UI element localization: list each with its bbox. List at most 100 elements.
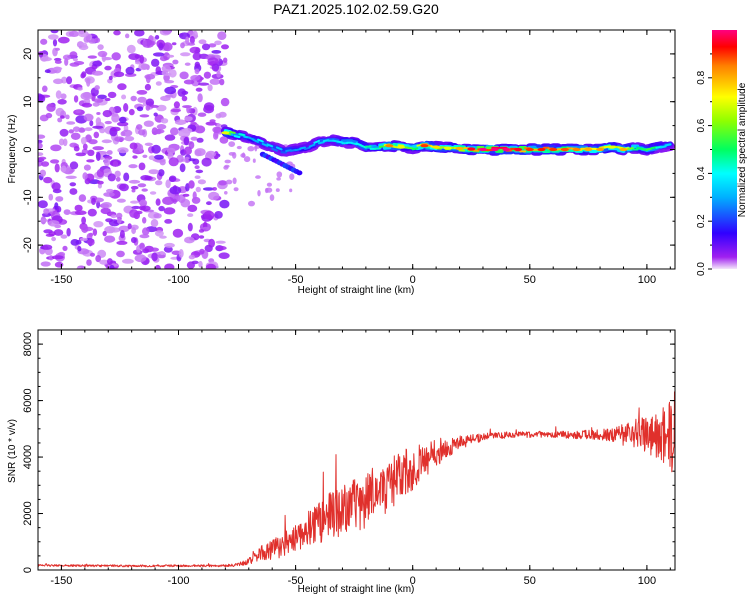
signal-ridge-segment <box>252 139 260 143</box>
noise-blob <box>151 252 158 262</box>
noise-blob <box>69 182 77 187</box>
noise-blob <box>55 47 60 51</box>
noise-blob <box>216 123 222 128</box>
noise-blob <box>62 54 72 61</box>
signal-ridge-segment <box>271 147 278 152</box>
noise-blob <box>179 163 186 173</box>
noise-blob <box>97 44 104 50</box>
noise-blob <box>215 245 227 251</box>
noise-blob <box>88 139 98 145</box>
noise-blob <box>159 30 171 36</box>
noise-blob <box>77 30 89 38</box>
spectrogram-area <box>38 30 675 269</box>
noise-blob <box>108 75 113 81</box>
noise-blob <box>216 71 221 78</box>
noise-blob <box>39 169 46 177</box>
noise-blob <box>163 207 176 215</box>
noise-blob <box>51 255 64 260</box>
signal-peak <box>490 147 499 152</box>
signal-peak <box>514 147 523 152</box>
noise-blob <box>131 188 136 193</box>
noise-blob <box>140 63 150 70</box>
noise-blob <box>123 103 129 112</box>
colorbar-tick-label: 0.0 <box>696 262 707 276</box>
noise-blob <box>53 66 63 71</box>
noise-blob <box>169 186 182 195</box>
noise-blob <box>52 39 58 47</box>
noise-blob <box>142 154 148 158</box>
noise-blob <box>65 175 77 179</box>
noise-blob <box>192 52 202 61</box>
noise-blob <box>182 193 190 197</box>
noise-blob <box>70 132 81 140</box>
noise-blob <box>190 75 201 81</box>
noise-blob <box>141 188 148 192</box>
y-tick-label: 6000 <box>22 388 34 412</box>
noise-blob <box>172 59 179 65</box>
noise-blob <box>65 114 70 120</box>
noise-blob <box>254 145 261 149</box>
noise-blob <box>198 260 203 268</box>
noise-blob <box>177 88 187 97</box>
noise-blob <box>153 112 158 117</box>
noise-blob <box>289 188 293 193</box>
noise-blob <box>164 263 175 269</box>
noise-blob <box>197 82 210 86</box>
noise-blob <box>43 208 50 215</box>
noise-blob <box>92 60 103 67</box>
noise-blob <box>203 210 215 220</box>
noise-blob <box>209 78 221 85</box>
noise-blob <box>116 212 123 219</box>
signal-ridge-segment <box>257 138 264 143</box>
noise-blob <box>170 108 181 113</box>
noise-blob <box>188 254 196 260</box>
noise-blob <box>157 254 166 259</box>
noise-blob <box>152 52 165 57</box>
noise-blob <box>195 169 204 174</box>
noise-blob <box>275 188 280 193</box>
noise-blob <box>55 196 64 202</box>
noise-blob <box>121 129 133 137</box>
noise-blob <box>145 105 151 111</box>
noise-blob <box>160 251 165 256</box>
noise-blob <box>75 109 82 114</box>
noise-blob <box>110 126 121 132</box>
signal-ridge-segment <box>285 149 292 152</box>
noise-blob <box>257 190 261 197</box>
signal-ridge-segment <box>233 135 241 139</box>
noise-blob <box>205 263 216 269</box>
noise-blob <box>93 221 104 228</box>
noise-blob <box>92 146 104 151</box>
noise-blob <box>194 165 200 170</box>
noise-blob <box>212 187 218 191</box>
signal-ridge-segment <box>275 146 283 151</box>
signal-ridge-segment <box>299 146 306 150</box>
noise-blob <box>184 146 192 155</box>
noise-blob <box>102 230 107 237</box>
noise-blob <box>78 194 87 202</box>
snr-plot-area <box>38 391 675 568</box>
noise-blob <box>195 186 201 193</box>
noise-blob <box>221 44 229 50</box>
noise-blob <box>76 266 82 269</box>
colorbar-tick-label: 0.4 <box>696 166 707 180</box>
signal-branch <box>296 170 303 176</box>
noise-blob <box>131 205 141 210</box>
noise-blob <box>70 239 80 246</box>
noise-blob <box>134 254 147 263</box>
noise-blob <box>104 120 112 125</box>
y-tick-label: 0 <box>22 567 34 573</box>
noise-blob <box>47 220 60 227</box>
figure-title: PAZ1.2025.102.02.59.G20 <box>273 1 439 17</box>
noise-blob <box>160 118 169 124</box>
noise-blob <box>142 39 155 48</box>
noise-blob <box>57 117 63 123</box>
noise-blob <box>95 152 101 161</box>
noise-blob <box>59 128 69 137</box>
signal-peak <box>560 147 569 152</box>
noise-blob <box>184 116 193 122</box>
noise-blob <box>144 142 153 146</box>
noise-blob <box>203 71 211 79</box>
colorbar-tick-label: 0.2 <box>696 214 707 228</box>
noise-blob <box>145 75 151 84</box>
